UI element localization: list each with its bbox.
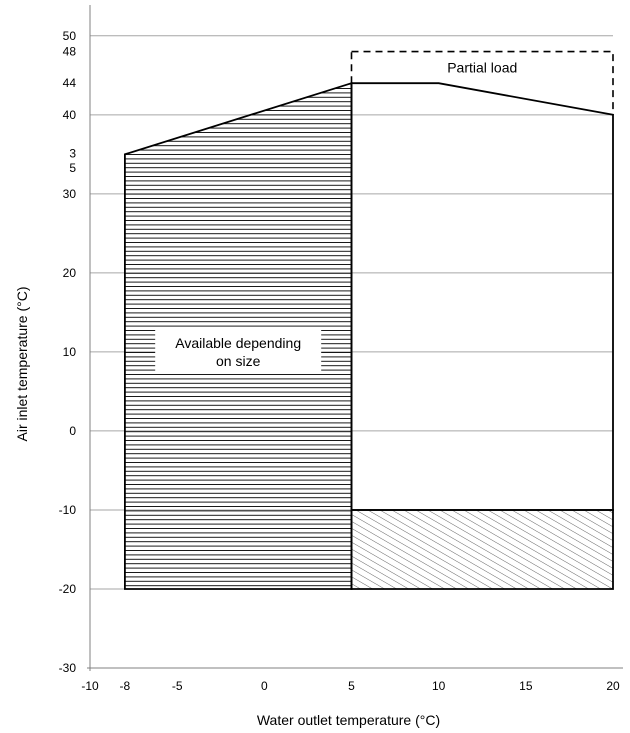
y-tick-label: 44 xyxy=(63,76,77,90)
axes xyxy=(87,5,623,671)
y-tick-label: 3 xyxy=(69,147,76,161)
y-tick-label: 40 xyxy=(63,108,77,122)
y-tick-label: 5 xyxy=(69,161,76,175)
y-tick-label: 20 xyxy=(63,266,77,280)
y-tick-label: -10 xyxy=(59,503,77,517)
y-tick-label: 48 xyxy=(63,45,77,59)
y-tick-label: -20 xyxy=(59,582,77,596)
y-tick-label: -30 xyxy=(59,661,77,675)
x-tick-label: 15 xyxy=(519,679,533,693)
x-tick-label: -10 xyxy=(81,679,99,693)
annotations: Available depending on size Partial load xyxy=(155,59,517,372)
x-axis-label: Water outlet temperature (°C) xyxy=(257,712,440,728)
y-tick-label: 30 xyxy=(63,187,77,201)
annotation-partial-text: Partial load xyxy=(447,59,517,75)
x-tick-label: -5 xyxy=(172,679,183,693)
region-main-envelope xyxy=(350,82,614,511)
region-partial-load xyxy=(351,50,614,115)
annotation-available-text: Available depending xyxy=(175,335,301,351)
x-tick-label: 0 xyxy=(261,679,268,693)
tick-labels: -10 -8 -5 0 5 10 15 2050484440353020100-10-20-3… xyxy=(59,29,620,693)
region-low-temperature xyxy=(350,509,614,590)
x-tick-label: 5 xyxy=(348,679,355,693)
regions xyxy=(124,50,614,590)
y-tick-label: 10 xyxy=(63,345,77,359)
annotation-background xyxy=(155,329,322,372)
y-axis-label: Air inlet temperature (°C) xyxy=(14,287,30,442)
x-tick-label: 10 xyxy=(432,679,446,693)
y-tick-label: 50 xyxy=(63,29,77,43)
x-tick-label: -8 xyxy=(120,679,131,693)
y-tick-label: 0 xyxy=(69,424,76,438)
x-tick-label: 20 xyxy=(606,679,620,693)
annotation-available-text: on size xyxy=(216,353,261,369)
